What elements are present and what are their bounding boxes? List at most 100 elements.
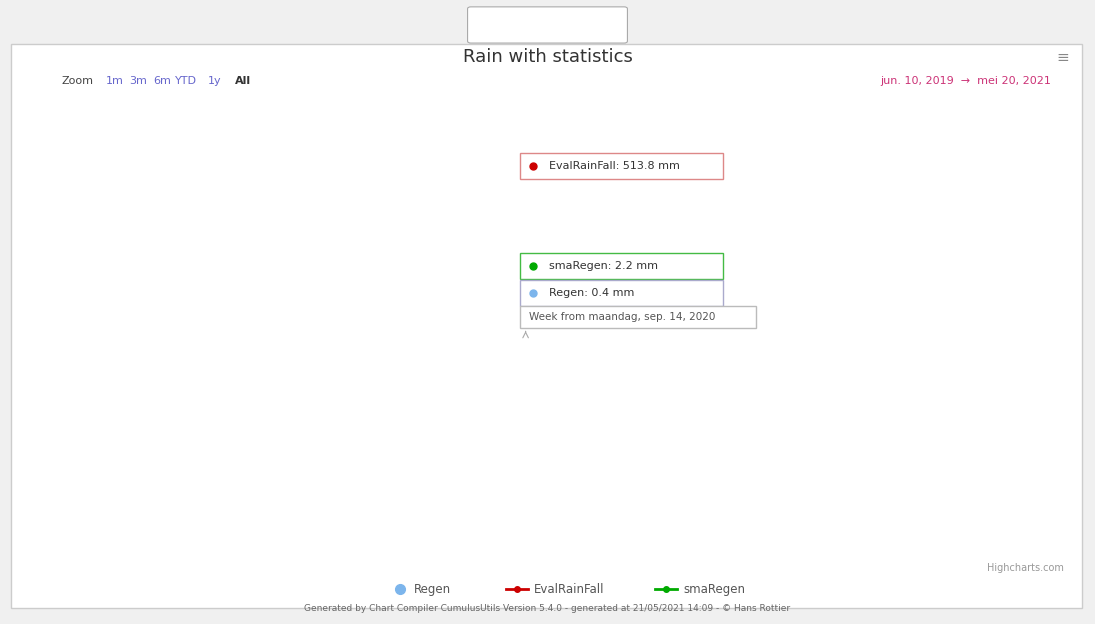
Bar [959, 371, 965, 465]
Bar [615, 545, 622, 546]
Bar [198, 227, 204, 465]
Bar [474, 418, 480, 465]
Bar [668, 353, 673, 465]
Text: Generated by Chart Compiler CumulusUtils Version 5.4.0 - generated at 21/05/2021: Generated by Chart Compiler CumulusUtils… [304, 604, 791, 613]
Bar [936, 418, 942, 465]
Text: 1y: 1y [208, 76, 221, 86]
Bar [832, 362, 838, 465]
Bar [384, 522, 390, 546]
Bar [474, 540, 480, 546]
Bar [1011, 278, 1016, 465]
Bar [996, 399, 1002, 465]
Bar [615, 456, 622, 465]
Bar [683, 395, 689, 465]
Bar [400, 521, 405, 546]
Bar [572, 427, 577, 465]
Text: 3m: 3m [129, 76, 147, 86]
Bar [318, 427, 323, 465]
Bar [273, 537, 278, 546]
Bar [221, 541, 227, 546]
Bar [459, 409, 465, 465]
Text: EvalRainFall: 513.8 mm: EvalRainFall: 513.8 mm [549, 161, 680, 171]
Bar [758, 534, 763, 546]
Bar [1011, 520, 1016, 546]
Bar [728, 516, 734, 546]
Bar [758, 381, 763, 465]
Bar [728, 250, 734, 465]
Bar [973, 409, 979, 465]
Bar [891, 534, 897, 546]
Bar [511, 516, 517, 546]
Bar [787, 371, 793, 465]
Bar [184, 542, 189, 546]
Bar [891, 381, 897, 465]
Text: YTD: YTD [175, 76, 197, 86]
Bar [646, 542, 652, 546]
Bar [116, 418, 122, 465]
Bar [511, 250, 517, 465]
Bar [527, 525, 532, 546]
Bar [996, 537, 1002, 546]
Bar [572, 541, 577, 546]
Bar [578, 538, 584, 546]
Bar [817, 418, 822, 465]
Bar [646, 432, 652, 465]
Bar [466, 532, 472, 546]
Text: Highcharts.com: Highcharts.com [988, 563, 1064, 573]
Bar [907, 250, 912, 465]
Bar [318, 541, 323, 546]
Bar [400, 287, 405, 465]
Bar [973, 538, 979, 546]
Bar [362, 541, 368, 546]
Bar [265, 367, 272, 465]
Bar [288, 409, 293, 465]
Bar [825, 537, 830, 546]
Bar [795, 530, 800, 546]
Bar [854, 427, 860, 465]
Bar [258, 362, 264, 465]
Bar [184, 432, 189, 465]
Bar [147, 456, 152, 465]
Text: 1m: 1m [106, 76, 124, 86]
Bar [422, 525, 428, 546]
Text: All: All [235, 76, 251, 86]
Bar [914, 409, 920, 465]
Bar [280, 395, 286, 465]
Bar [846, 538, 853, 546]
Bar [631, 250, 636, 465]
Bar [609, 543, 614, 546]
Bar [832, 532, 838, 546]
Bar [966, 381, 971, 465]
Bar [846, 409, 853, 465]
Bar [593, 540, 599, 546]
Bar [370, 540, 376, 546]
Bar [660, 381, 666, 465]
Bar [884, 222, 890, 465]
Bar [653, 315, 659, 465]
Bar [341, 544, 346, 546]
Bar [153, 538, 159, 546]
Bar [131, 543, 137, 546]
Bar [102, 541, 107, 546]
Bar [407, 329, 413, 465]
Bar [586, 362, 591, 465]
Text: smaRegen: 2.2 mm: smaRegen: 2.2 mm [549, 261, 658, 271]
Bar [489, 543, 495, 546]
Bar [952, 530, 957, 546]
Bar [519, 432, 525, 465]
Bar [981, 395, 987, 465]
Bar [541, 381, 546, 465]
Bar [243, 525, 249, 546]
Bar [273, 404, 278, 465]
Bar [780, 343, 785, 465]
Bar [750, 222, 756, 465]
Text: Zoom: Zoom [61, 76, 93, 86]
Bar [989, 362, 994, 465]
Bar [780, 529, 785, 546]
Bar [437, 418, 442, 465]
Bar [981, 536, 987, 546]
Bar [1003, 409, 1010, 465]
Bar [690, 348, 696, 465]
Bar [549, 530, 554, 546]
Text: Regen: Regen [414, 583, 451, 595]
